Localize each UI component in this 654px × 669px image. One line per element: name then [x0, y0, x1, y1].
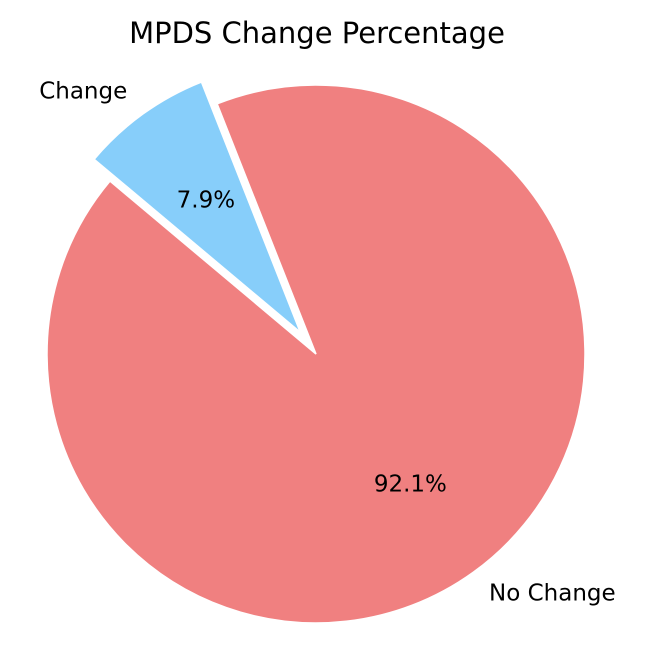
chart-title: MPDS Change Percentage — [129, 16, 505, 50]
slice-percent-no-change: 92.1% — [374, 471, 447, 497]
slice-label-change: Change — [39, 79, 127, 105]
pie-slice-no-change — [46, 84, 586, 624]
pie-labels: No Change 92.1% Change 7.9% — [39, 79, 615, 607]
pie-slices — [46, 81, 586, 624]
pie-slice-change — [93, 81, 301, 333]
slice-label-no-change: No Change — [489, 581, 616, 607]
slice-percent-change: 7.9% — [177, 188, 235, 214]
